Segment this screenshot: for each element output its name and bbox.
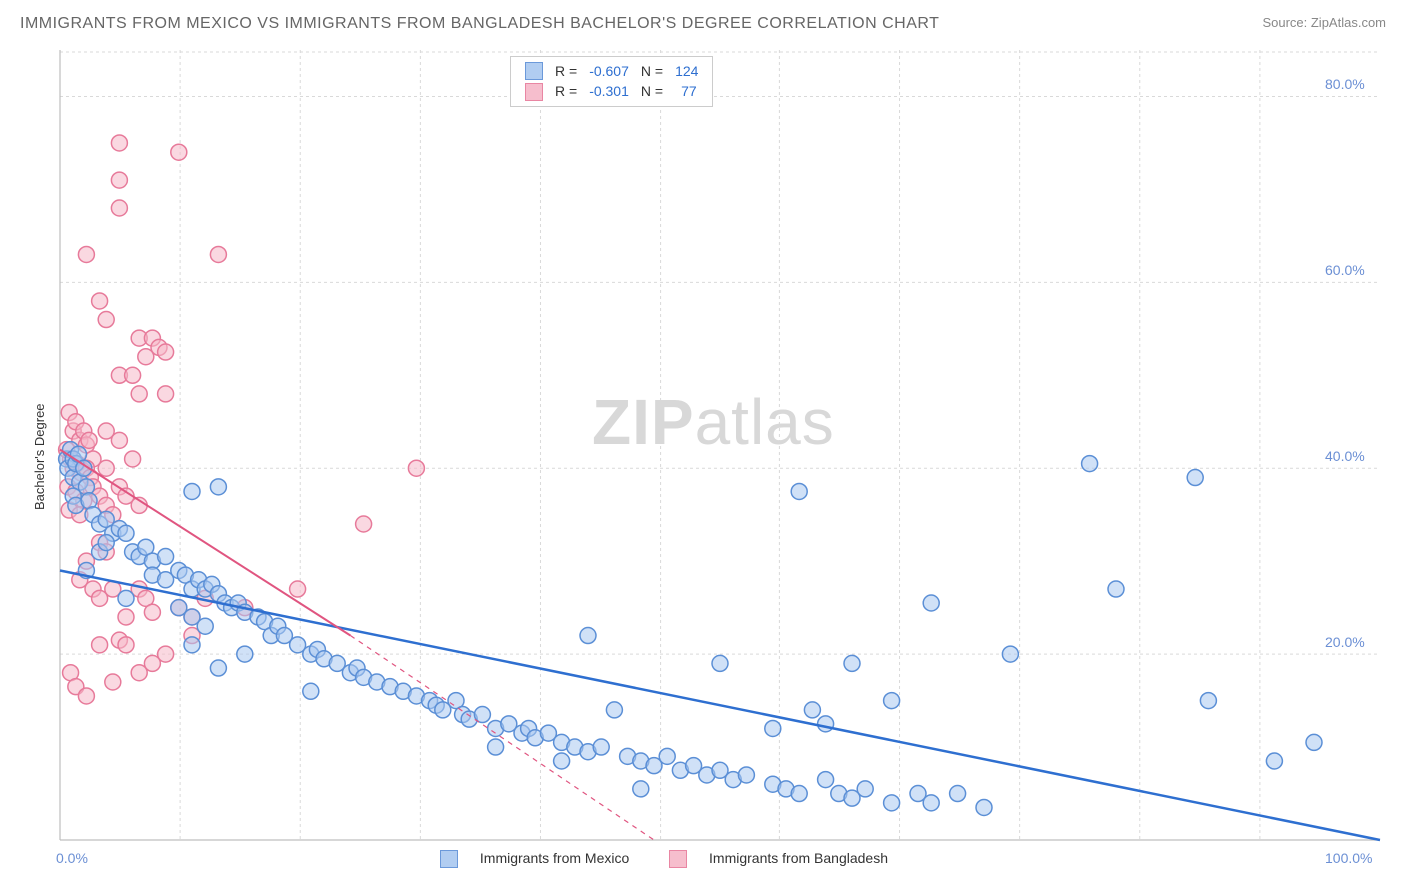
- tick-label: 100.0%: [1325, 850, 1372, 866]
- correlation-legend: R = -0.607 N = 124 R = -0.301 N = 77: [510, 56, 713, 107]
- n-label: N =: [635, 81, 669, 101]
- n-label: N =: [635, 61, 669, 81]
- bangladesh-r-value: -0.301: [583, 81, 635, 101]
- bangladesh-swatch-icon: [525, 83, 543, 101]
- tick-label: 80.0%: [1325, 76, 1365, 92]
- legend-item-bangladesh: Immigrants from Bangladesh: [669, 850, 906, 866]
- chart-title: IMMIGRANTS FROM MEXICO VS IMMIGRANTS FRO…: [20, 15, 939, 33]
- legend-row-bangladesh: R = -0.301 N = 77: [519, 81, 704, 101]
- mexico-swatch-icon: [440, 850, 458, 868]
- mexico-label: Immigrants from Mexico: [480, 850, 629, 866]
- source-attribution: Source: ZipAtlas.com: [1262, 15, 1386, 30]
- bangladesh-n-value: 77: [669, 81, 704, 101]
- tick-label: 40.0%: [1325, 448, 1365, 464]
- legend-item-mexico: Immigrants from Mexico: [440, 850, 651, 866]
- r-label: R =: [549, 81, 583, 101]
- bangladesh-swatch-icon: [669, 850, 687, 868]
- tick-label: 0.0%: [56, 850, 88, 866]
- legend-row-mexico: R = -0.607 N = 124: [519, 61, 704, 81]
- mexico-r-value: -0.607: [583, 61, 635, 81]
- scatter-chart: ZIPatlas Bachelor's Degree R = -0.607 N …: [50, 50, 1386, 860]
- series-legend: Immigrants from Mexico Immigrants from B…: [440, 850, 924, 868]
- mexico-n-value: 124: [669, 61, 704, 81]
- bangladesh-label: Immigrants from Bangladesh: [709, 850, 888, 866]
- chart-svg: [50, 50, 1385, 845]
- tick-label: 20.0%: [1325, 634, 1365, 650]
- tick-label: 60.0%: [1325, 262, 1365, 278]
- mexico-swatch-icon: [525, 62, 543, 80]
- r-label: R =: [549, 61, 583, 81]
- y-axis-label: Bachelor's Degree: [32, 403, 47, 510]
